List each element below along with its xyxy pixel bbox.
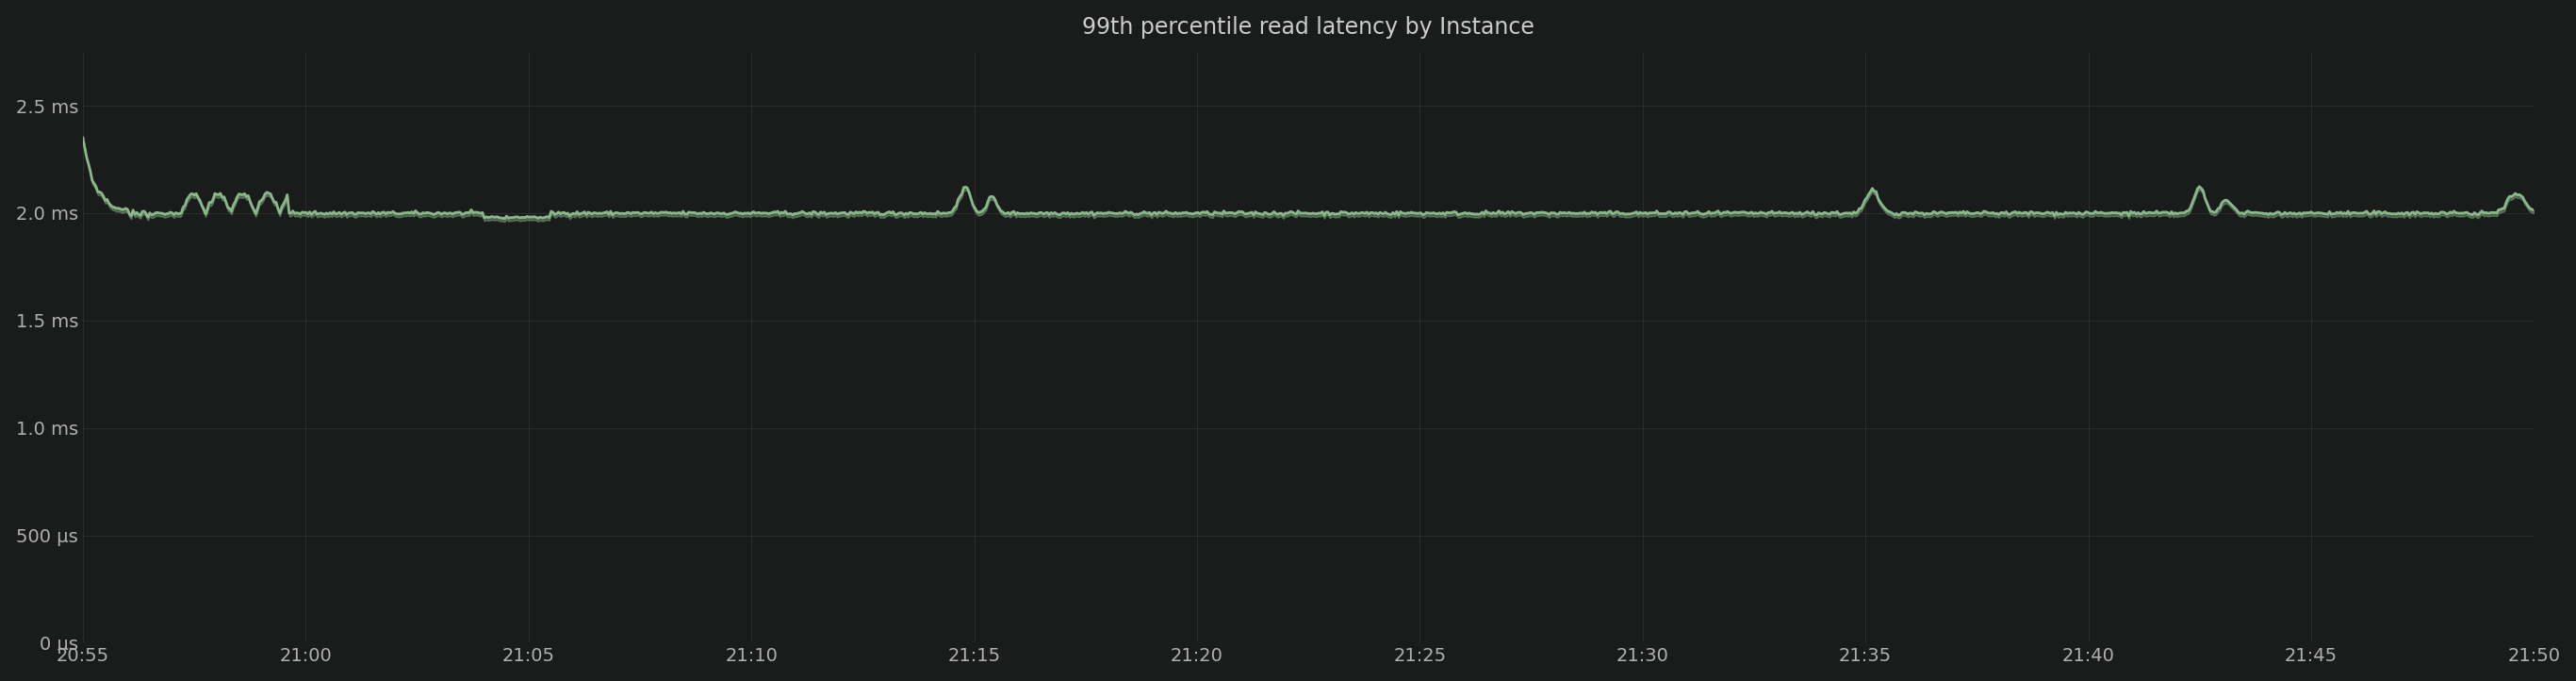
Title: 99th percentile read latency by Instance: 99th percentile read latency by Instance — [1082, 16, 1535, 38]
